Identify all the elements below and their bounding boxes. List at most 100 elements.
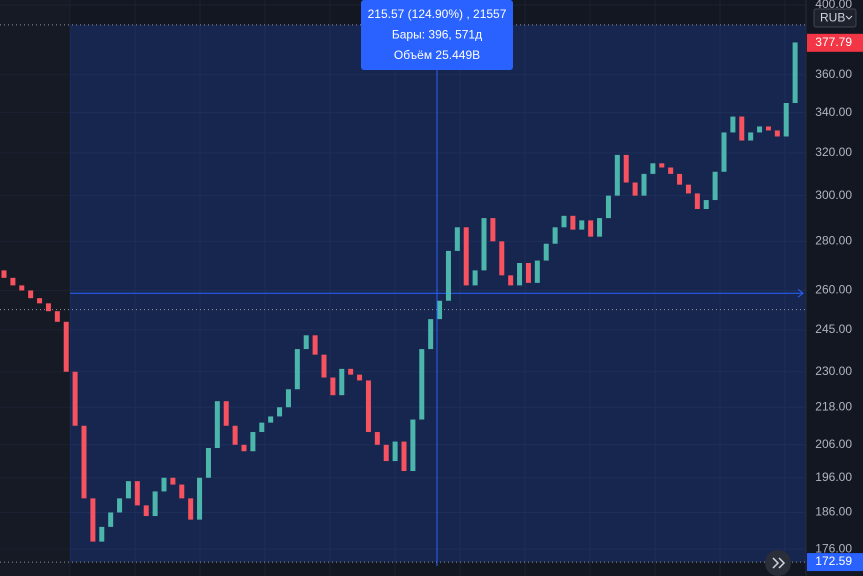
candle-body	[152, 491, 158, 517]
candle-body	[481, 218, 487, 271]
candle-body	[632, 182, 638, 196]
candle-body	[134, 481, 140, 506]
candle-body	[472, 270, 478, 286]
candle-body	[170, 477, 176, 485]
candle-body	[437, 300, 443, 320]
candle-body	[588, 220, 594, 237]
candle-body	[463, 227, 469, 286]
selection	[0, 24, 806, 563]
candle-body	[757, 126, 763, 133]
candle-body	[312, 335, 318, 355]
candle-body	[730, 116, 736, 133]
candle-body	[99, 526, 105, 542]
candle-body	[223, 401, 229, 426]
candle-body	[197, 477, 203, 520]
y-tick-label: 218.00	[815, 399, 852, 413]
price-badge	[807, 33, 863, 52]
candle-body	[685, 184, 691, 194]
candle-body	[348, 368, 354, 375]
candle-body	[72, 371, 78, 426]
candle-body	[543, 243, 549, 261]
candle-body	[748, 132, 754, 141]
candle-body	[10, 277, 16, 286]
y-tick-label: 230.00	[815, 364, 852, 378]
tooltip-line: 215.57 (124.90%) , 21557	[368, 7, 507, 21]
y-tick-label: 176.00	[815, 541, 852, 555]
candle-body	[205, 448, 211, 478]
candle-body	[534, 260, 540, 283]
candle-body	[357, 374, 363, 381]
candle-body	[374, 432, 380, 445]
candle-body	[783, 102, 789, 137]
candle-body	[410, 419, 416, 472]
candle-body	[454, 227, 460, 251]
candle-body	[330, 377, 336, 396]
candle-body	[19, 285, 25, 291]
candle-body	[268, 416, 274, 423]
candle-body	[108, 512, 114, 527]
candle-body	[143, 505, 149, 517]
candle-body	[37, 298, 43, 304]
left-region	[0, 0, 70, 576]
candle-body	[712, 171, 718, 201]
price-badge	[807, 553, 863, 572]
candle-body	[250, 432, 256, 452]
candle-body	[641, 173, 647, 196]
candle-body	[117, 498, 123, 513]
y-tick-label: 186.00	[815, 505, 852, 519]
y-tick-label: 340.00	[815, 105, 852, 119]
candle-body	[285, 389, 291, 408]
candle-body	[499, 241, 505, 276]
candle-body	[517, 263, 523, 286]
candle-body	[179, 484, 185, 499]
candle-body	[490, 218, 496, 242]
candle-body	[570, 215, 576, 230]
candle-body	[677, 173, 683, 185]
price-badge-label: 377.79	[815, 35, 852, 49]
measure-tooltip: 215.57 (124.90%) , 21557 Бары: 396, 571д О…	[361, 0, 513, 70]
candle-body	[525, 263, 531, 283]
dropdown-icon	[845, 15, 853, 20]
axis-labels: 176.00 186.00 196.00 206.00 218.00 230.00 245.…	[807, 0, 863, 572]
arrow	[797, 288, 804, 298]
y-tick-label: 245.00	[815, 322, 852, 336]
candle-body	[579, 220, 585, 230]
candle-body	[552, 227, 558, 244]
candle-body	[508, 275, 514, 286]
candle-body	[81, 425, 87, 499]
candle-body	[419, 349, 425, 420]
candle-body	[294, 349, 300, 390]
candle-body	[259, 422, 265, 433]
price-badge-label: 172.59	[815, 554, 852, 568]
candle-body	[428, 319, 434, 350]
candle-body	[392, 441, 398, 462]
candle-body	[668, 167, 674, 174]
candle-body	[792, 42, 798, 103]
candle-body	[303, 335, 309, 350]
candle-body	[63, 321, 69, 372]
currency: RUB	[820, 11, 845, 25]
candle-body	[383, 444, 389, 462]
candle-body	[214, 401, 220, 449]
y-tick-label: 196.00	[815, 470, 852, 484]
y-tick-label: 360.00	[815, 67, 852, 81]
candle-body	[365, 380, 371, 433]
y-tick-label: 400.00	[815, 0, 852, 11]
candle-body	[401, 441, 407, 472]
price-axis	[806, 0, 863, 576]
candle-body	[241, 444, 247, 452]
tooltip-line: Бары: 396, 571д	[392, 28, 482, 42]
y-tick-label: 320.00	[815, 145, 852, 159]
candle-body	[321, 354, 327, 378]
candle-body	[45, 303, 51, 312]
candle-body	[232, 425, 238, 445]
candle-body	[561, 215, 567, 228]
candle-body	[1, 270, 7, 278]
candles	[1, 42, 798, 542]
candle-body	[650, 163, 656, 174]
y-tick-label: 280.00	[815, 234, 852, 248]
grid	[0, 0, 806, 576]
currency-select[interactable]	[813, 8, 857, 28]
